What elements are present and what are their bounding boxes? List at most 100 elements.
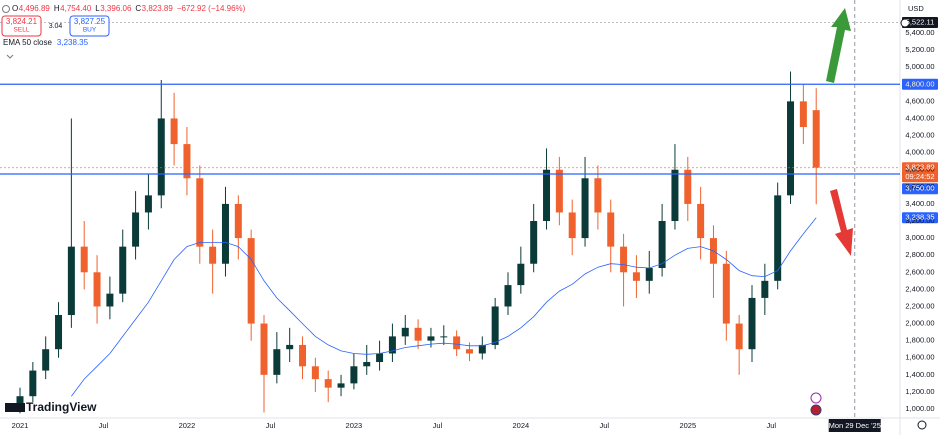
candle-body	[106, 293, 114, 307]
ohlc-value: 4,754.40	[60, 4, 92, 13]
candle-body	[812, 110, 820, 168]
ohlc-label: H	[54, 4, 60, 13]
cursor-label-box	[828, 419, 881, 432]
candle-body	[607, 212, 615, 247]
event-icon[interactable]	[810, 392, 822, 404]
target-icon[interactable]	[900, 18, 910, 28]
y-tick-label: 2,400.00	[905, 284, 934, 293]
overlay: TradingView	[1, 5, 927, 430]
candle-body	[55, 315, 63, 350]
change-value: −672.92 (−14.96%)	[177, 4, 246, 13]
candle-body	[157, 118, 165, 196]
x-tick-label: 2021	[12, 421, 29, 430]
candle-body	[311, 366, 319, 380]
candle-body	[414, 327, 422, 341]
candle-body	[491, 306, 499, 345]
candle-body	[221, 203, 229, 264]
y-tick-label: 2,800.00	[905, 250, 934, 259]
ema-legend-value: 3,238.35	[57, 38, 89, 47]
x-tick-label: Jul	[99, 421, 109, 430]
candle-body	[684, 169, 692, 204]
candle-body	[247, 238, 255, 324]
x-tick-label: 2022	[179, 421, 196, 430]
sell-button[interactable]	[1, 15, 42, 37]
candle-body	[337, 383, 345, 388]
candle-body	[234, 203, 242, 239]
y-tick-label: 5,200.00	[905, 45, 934, 54]
candle-body	[363, 362, 371, 367]
candle-body	[350, 366, 358, 384]
candle-body	[132, 212, 140, 247]
price-tag-label: 3,238.35	[905, 213, 934, 222]
candle-body	[530, 221, 538, 264]
price-tag-label: 5,522.11	[906, 18, 935, 27]
ohlc-value: 3,396.06	[100, 4, 132, 13]
ema-legend-name: EMA 50 close	[3, 38, 52, 47]
candle-body	[324, 379, 332, 388]
y-tick-label: 3,600.00	[905, 182, 934, 191]
sell-price: 3,824.21	[6, 17, 38, 26]
settings-icon[interactable]	[917, 420, 927, 430]
ohlc-value: 3,823.89	[142, 4, 174, 13]
candle-body	[273, 349, 281, 375]
candle-body	[697, 203, 705, 239]
x-tick-label: Jul	[266, 421, 276, 430]
candle-body	[555, 169, 563, 213]
symbol-icon[interactable]	[2, 5, 10, 13]
candle-body	[260, 323, 268, 375]
y-tick-label: 1,400.00	[905, 370, 934, 379]
candle-body	[427, 336, 435, 341]
y-tick-label: 4,600.00	[905, 96, 934, 105]
sell-label: SELL	[14, 27, 30, 34]
price-tag-label: 3,823.89	[905, 163, 934, 172]
y-tick-label: 3,800.00	[905, 165, 934, 174]
candle-body	[543, 169, 551, 222]
candle-body	[581, 178, 589, 239]
candle-body	[787, 101, 795, 196]
buy-button[interactable]	[69, 15, 110, 37]
candle-body	[632, 272, 640, 281]
price-tag-box	[902, 162, 938, 183]
price-tag-box	[902, 78, 938, 90]
ohlc-label: L	[95, 4, 100, 13]
currency[interactable]: USD	[908, 4, 924, 13]
candle-body	[735, 323, 743, 350]
candle-body	[799, 101, 807, 127]
plot-area	[0, 0, 900, 418]
flag-icon[interactable]	[810, 404, 822, 416]
candle-body	[504, 285, 512, 307]
x-tick-label: 2023	[346, 421, 363, 430]
candle-body	[16, 396, 24, 410]
up-arrow	[826, 8, 851, 83]
y-tick-label: 4,400.00	[905, 113, 934, 122]
candle-body	[465, 349, 473, 354]
candle-body	[774, 195, 782, 281]
ohlc-value: 4,496.89	[19, 4, 51, 13]
spread: 3.04	[49, 23, 63, 30]
y-tick-label: 5,000.00	[905, 62, 934, 71]
cursor-label: Mon 29 Dec '25	[829, 421, 881, 430]
candle-body	[80, 246, 88, 273]
candle-body	[478, 344, 486, 354]
logo-text: TradingView	[26, 400, 97, 414]
price-tag-label: 3,750.00	[905, 184, 934, 193]
x-tick-label: Jul	[766, 421, 776, 430]
y-tick-label: 5,400.00	[905, 28, 934, 37]
candle-body	[517, 263, 525, 286]
y-tick-label: 1,000.00	[905, 404, 934, 413]
buy-label: BUY	[83, 27, 97, 34]
y-tick-label: 1,600.00	[905, 353, 934, 362]
price-tag-label: 4,800.00	[905, 79, 934, 88]
price-tag-box	[902, 183, 938, 195]
y-tick-label: 4,800.00	[905, 79, 934, 88]
candle-body	[144, 195, 152, 213]
y-tick-label: 2,600.00	[905, 267, 934, 276]
candle-body	[183, 144, 191, 179]
y-tick-label: 4,200.00	[905, 131, 934, 140]
collapse-icon[interactable]	[6, 54, 14, 59]
candle-body	[401, 327, 409, 337]
candle-body	[645, 268, 653, 281]
logo-mark	[5, 403, 25, 412]
candle-body	[722, 263, 730, 324]
